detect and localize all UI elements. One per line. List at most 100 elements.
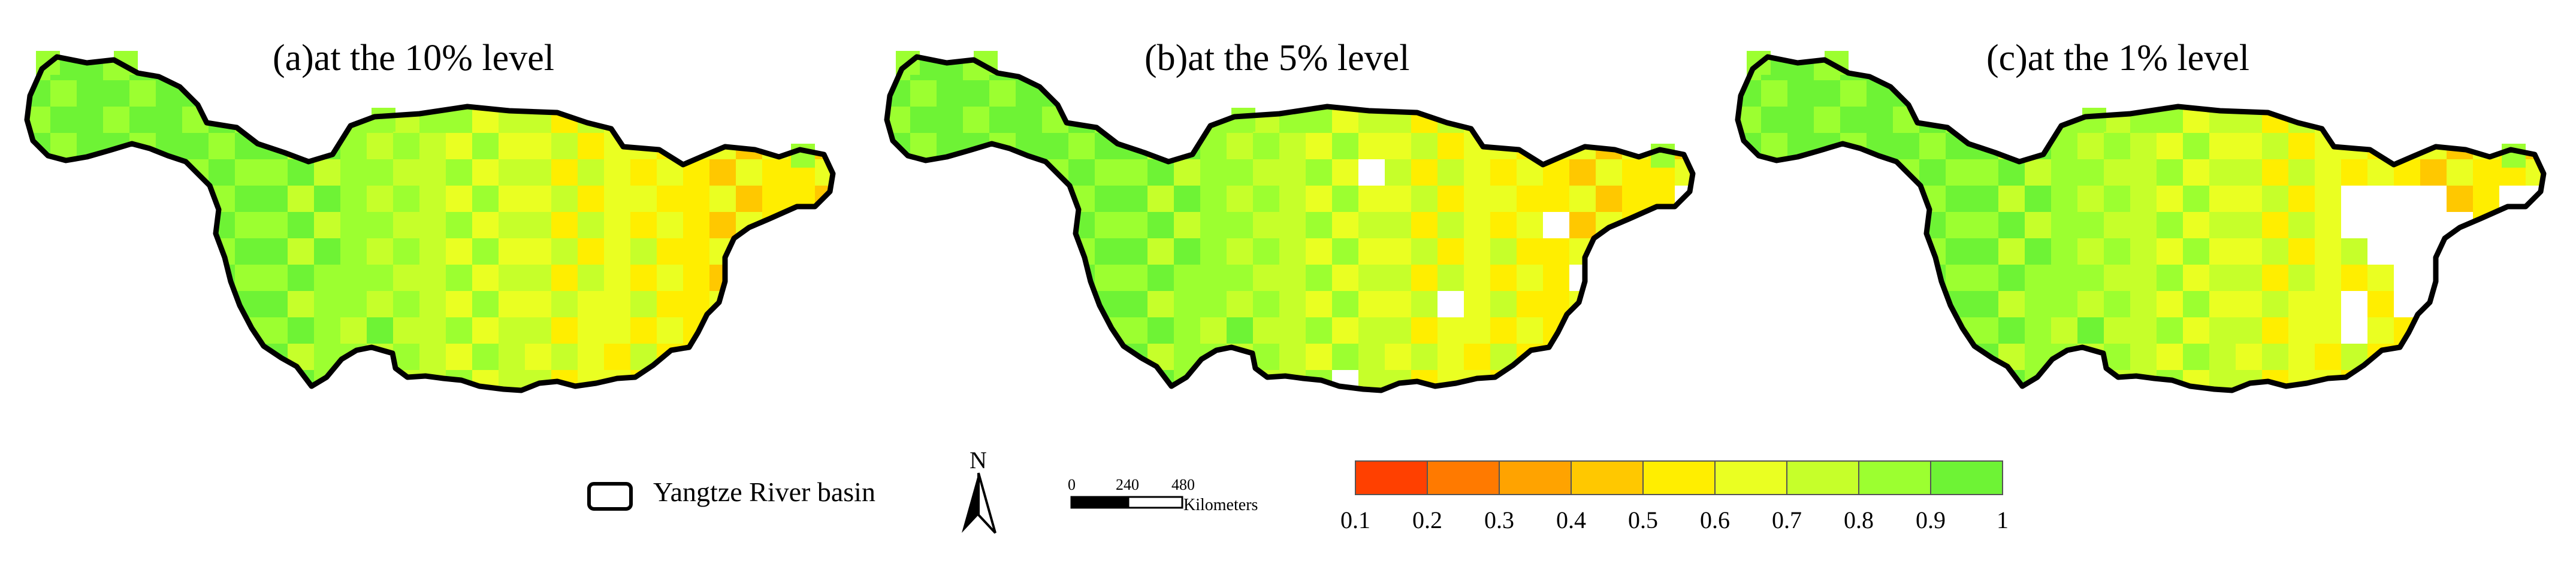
grid-cell <box>393 107 419 133</box>
grid-cell <box>2183 344 2209 370</box>
grid-cell <box>103 159 129 186</box>
grid-cell <box>156 344 182 370</box>
grid-cell <box>261 80 288 107</box>
grid-cell <box>1306 344 1332 370</box>
grid-cell <box>1517 107 1543 133</box>
grid-cell <box>604 80 630 107</box>
grid-cell <box>1946 186 1972 212</box>
grid-cell <box>1867 317 1893 344</box>
grid-cell <box>2077 265 2104 291</box>
grid-cell <box>1998 107 2025 133</box>
grid-cell <box>1648 107 1675 133</box>
grid-cell <box>910 370 937 390</box>
map-panel-b <box>884 51 1696 393</box>
grid-cell <box>887 291 910 317</box>
grid-cell <box>604 212 630 238</box>
grid-cell <box>1893 370 1919 390</box>
map-panel-a <box>24 51 836 393</box>
grid-cell <box>604 57 630 80</box>
grid-cell <box>156 107 182 133</box>
grid-cell <box>525 186 551 212</box>
grid-cell <box>1840 291 1867 317</box>
grid-cell <box>2236 344 2262 370</box>
grid-cell <box>1411 265 1438 291</box>
grid-cell <box>963 291 989 317</box>
grid-cell <box>446 291 472 317</box>
grid-cell <box>472 212 499 238</box>
grid-cell <box>314 159 340 186</box>
grid-cell <box>182 133 209 159</box>
grid-cell <box>1867 159 1893 186</box>
grid-cell <box>1121 186 1147 212</box>
grid-cell <box>1306 238 1332 265</box>
grid-cell <box>2341 186 2367 212</box>
grid-cell <box>1095 159 1121 186</box>
grid-cell <box>2183 238 2209 265</box>
grid-cell <box>1596 265 1622 291</box>
grid-cell <box>1919 370 1946 390</box>
grid-cell <box>1464 212 1490 238</box>
edge-cell <box>1651 144 1675 168</box>
grid-cell <box>2315 265 2341 291</box>
colorbar <box>1355 460 2003 495</box>
grid-cell <box>235 370 261 390</box>
grid-cell <box>2130 344 2157 370</box>
grid-cell <box>2077 212 2104 238</box>
grid-cell <box>2025 80 2051 107</box>
grid-cell <box>683 238 709 265</box>
grid-cell <box>1174 238 1200 265</box>
grid-cell <box>2262 57 2288 80</box>
grid-cell <box>499 265 525 291</box>
grid-cell <box>989 238 1016 265</box>
grid-cell <box>1919 212 1946 238</box>
grid-cell <box>393 212 419 238</box>
grid-cells <box>27 57 833 390</box>
grid-cell <box>2104 80 2130 107</box>
grid-cell <box>1253 133 1279 159</box>
grid-cell <box>1068 133 1095 159</box>
grid-cell <box>1200 265 1227 291</box>
grid-cell <box>709 370 736 390</box>
grid-cell <box>2236 186 2262 212</box>
grid-cell <box>1042 291 1068 317</box>
grid-cell <box>1893 317 1919 344</box>
grid-cell <box>1174 265 1200 291</box>
grid-cell <box>525 159 551 186</box>
grid-cell <box>446 344 472 370</box>
grid-cell <box>2157 344 2183 370</box>
grid-cell <box>182 291 209 317</box>
grid-cell <box>129 344 156 370</box>
grid-cell <box>2394 212 2420 238</box>
grid-cell <box>1648 344 1675 370</box>
grid-cell <box>1147 291 1174 317</box>
grid-cell <box>1306 291 1332 317</box>
grid-cell <box>1622 238 1648 265</box>
grid-cell <box>1332 80 1358 107</box>
scale-tick-240: 240 <box>1116 476 1139 493</box>
grid-cell <box>393 80 419 107</box>
grid-cell <box>2394 57 2420 80</box>
colorbar-swatch <box>1355 460 1428 495</box>
scale-units: Kilometers <box>1183 496 1258 514</box>
grid-cell <box>789 107 815 133</box>
grid-cell <box>762 159 789 186</box>
grid-cell <box>1761 291 1787 317</box>
grid-cell <box>2394 238 2420 265</box>
grid-cell <box>910 212 937 238</box>
grid-cell <box>367 80 393 107</box>
colorbar-swatch <box>1499 460 1572 495</box>
basin-outline <box>24 54 836 393</box>
grid-cell <box>1867 186 1893 212</box>
grid-cell <box>2209 317 2236 344</box>
grid-cell <box>1042 317 1068 344</box>
grid-cell <box>1517 212 1543 238</box>
grid-cell <box>2315 344 2341 370</box>
grid-cell <box>235 265 261 291</box>
grid-cell <box>815 317 833 344</box>
grid-cell <box>578 344 604 370</box>
grid-cell <box>1174 159 1200 186</box>
grid-cell <box>340 265 367 291</box>
north-arrow-icon <box>962 472 996 534</box>
grid-cell <box>1596 238 1622 265</box>
grid-cell <box>472 317 499 344</box>
